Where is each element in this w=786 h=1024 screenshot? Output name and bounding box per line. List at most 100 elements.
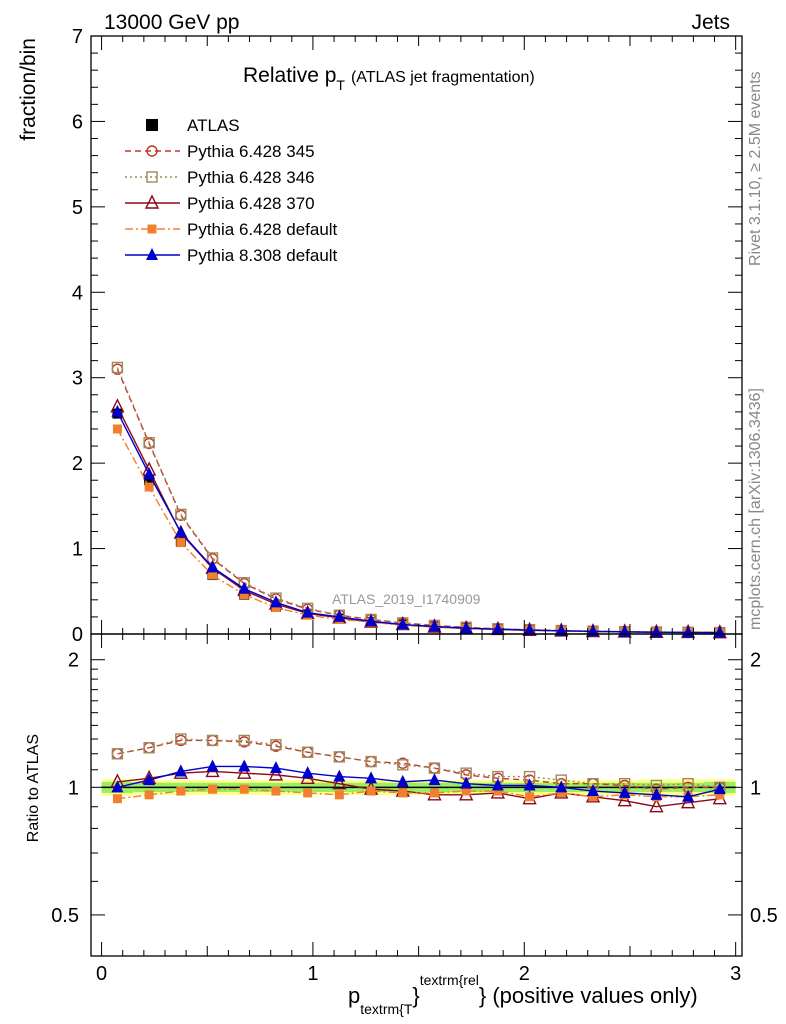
ratio-line-p8def (117, 765, 720, 798)
ratio-point-p6def (334, 790, 344, 800)
ratio-point-p6def (715, 790, 725, 800)
legend-marker-p346 (146, 171, 158, 183)
main-ytick-label: 1 (72, 539, 83, 561)
main-point-p8def (365, 614, 378, 627)
legend-label-p346: Pythia 6.428 346 (187, 168, 315, 187)
mcplots-label: mcplots.cern.ch [arXiv:1306.3436] (747, 388, 764, 630)
ratio-point-p6def (525, 792, 535, 802)
ratio-ytick-label-right: 2 (750, 650, 761, 672)
ratio-point-p8def (586, 784, 599, 797)
ratio-point-p8def (238, 759, 251, 772)
x-axis-label-sub-close: } (412, 983, 419, 1008)
main-ytick-label: 7 (72, 26, 83, 48)
x-axis-label-p: p (348, 983, 360, 1008)
main-point-atlas (144, 475, 155, 486)
xtick-label: 3 (730, 963, 741, 985)
main-point-p8def (491, 622, 504, 635)
main-point-p6def (112, 424, 122, 434)
ratio-point-p6def (493, 786, 503, 796)
ratio-ytick-label: 0.5 (51, 905, 79, 927)
ratio-point-p8def (713, 782, 726, 795)
main-point-p346 (143, 436, 155, 449)
ratio-series (110, 733, 727, 813)
ratio-ytick-label: 1 (68, 777, 79, 799)
main-point-p8def (238, 581, 251, 594)
legend-label-p370: Pythia 6.428 370 (187, 194, 315, 213)
ratio-point-p370 (617, 792, 632, 807)
ratio-point-p346 (301, 746, 314, 758)
main-ytick-label: 2 (72, 453, 83, 475)
xtick-label: 0 (96, 963, 107, 985)
x-axis-label-tail: } (positive values only) (479, 983, 698, 1008)
x-axis-label: ptextrm{T}textrm{rel} (positive values o… (348, 972, 698, 1017)
ratio-point-p8def (682, 789, 695, 802)
ratio-point-p8def (428, 773, 441, 786)
ratio-point-p346 (206, 734, 219, 747)
legend-label-p6def: Pythia 6.428 default (187, 220, 338, 239)
ratio-point-p6def (303, 788, 313, 798)
legend-label-atlas: ATLAS (187, 116, 240, 135)
main-point-p8def (460, 621, 473, 634)
main-point-p8def (428, 619, 441, 632)
main-point-p8def (143, 467, 156, 480)
ratio-point-p6def (144, 790, 154, 800)
main-ytick-label: 6 (72, 111, 83, 133)
plot-title-main: Relative p (243, 64, 336, 87)
main-point-p8def (523, 623, 536, 636)
ratio-point-p8def (523, 778, 536, 791)
main-point-p6def (208, 570, 218, 580)
ratio-point-p8def (143, 773, 156, 786)
ratio-ytick-label: 2 (68, 650, 79, 672)
main-point-p6def (239, 590, 249, 600)
plot-title-rest: (ATLAS jet fragmentation) (351, 69, 535, 86)
main-point-p346 (175, 508, 187, 521)
ratio-point-p346 (365, 755, 377, 768)
ratio-point-p346 (175, 733, 187, 745)
ratio-point-p8def (206, 759, 219, 772)
legend-label-p8def: Pythia 8.308 default (187, 246, 338, 265)
plot-title-sub: T (336, 77, 345, 93)
legend-marker-p370 (144, 194, 160, 209)
ratio-point-p6def (429, 788, 439, 798)
ratio-point-p6def (112, 794, 122, 804)
ratio-point-p370 (268, 766, 284, 781)
main-point-p8def (396, 617, 409, 630)
ratio-point-p8def (365, 771, 378, 784)
legend-marker-p8def (146, 248, 158, 260)
main-point-p8def (301, 605, 314, 618)
ratio-point-p6def (398, 788, 408, 798)
ratio-line-p370 (117, 770, 720, 808)
main-ytick-label: 4 (72, 282, 83, 304)
ratio-point-p346 (111, 748, 124, 760)
main-point-p8def (111, 404, 124, 417)
ratio-point-p6def (461, 786, 471, 796)
ratio-point-p6def (588, 792, 598, 802)
ratio-frame (90, 633, 743, 957)
ratio-point-p346 (682, 777, 694, 790)
ratio-point-p346 (333, 751, 346, 763)
main-ylabel: fraction/bin (17, 38, 40, 141)
ratio-point-p8def (174, 764, 187, 777)
ratio-point-p8def (618, 785, 631, 798)
ratio-point-p6def (366, 786, 376, 796)
ratio-point-p346 (270, 739, 282, 751)
ratio-point-p8def (301, 766, 314, 779)
ratio-point-p8def (491, 778, 504, 791)
ratio-ytick-label-right: 0.5 (750, 905, 778, 927)
x-axis-label-sub: textrm{T (360, 1001, 413, 1017)
ratio-point-p6def (556, 788, 566, 798)
analysis-id: ATLAS_2019_I1740909 (332, 591, 481, 607)
plot-title: Relative pT (ATLAS jet fragmentation) (243, 64, 535, 93)
main-point-p8def (333, 609, 346, 622)
main-point-p346 (111, 361, 124, 374)
legend-marker-p6def (147, 224, 157, 234)
axes: 0 1 2 3 4 5 6 7 0.5 0.5 1 1 2 2 0 1 2 3 (51, 26, 778, 985)
ratio-point-p8def (333, 769, 346, 782)
ratio-ylabel: Ratio to ATLAS (25, 734, 42, 842)
main-point-p8def (555, 623, 568, 636)
energy-label: 13000 GeV pp (104, 11, 239, 34)
process-label: Jets (691, 11, 730, 34)
main-point-p8def (174, 525, 187, 538)
ratio-line-p6def (117, 788, 720, 800)
